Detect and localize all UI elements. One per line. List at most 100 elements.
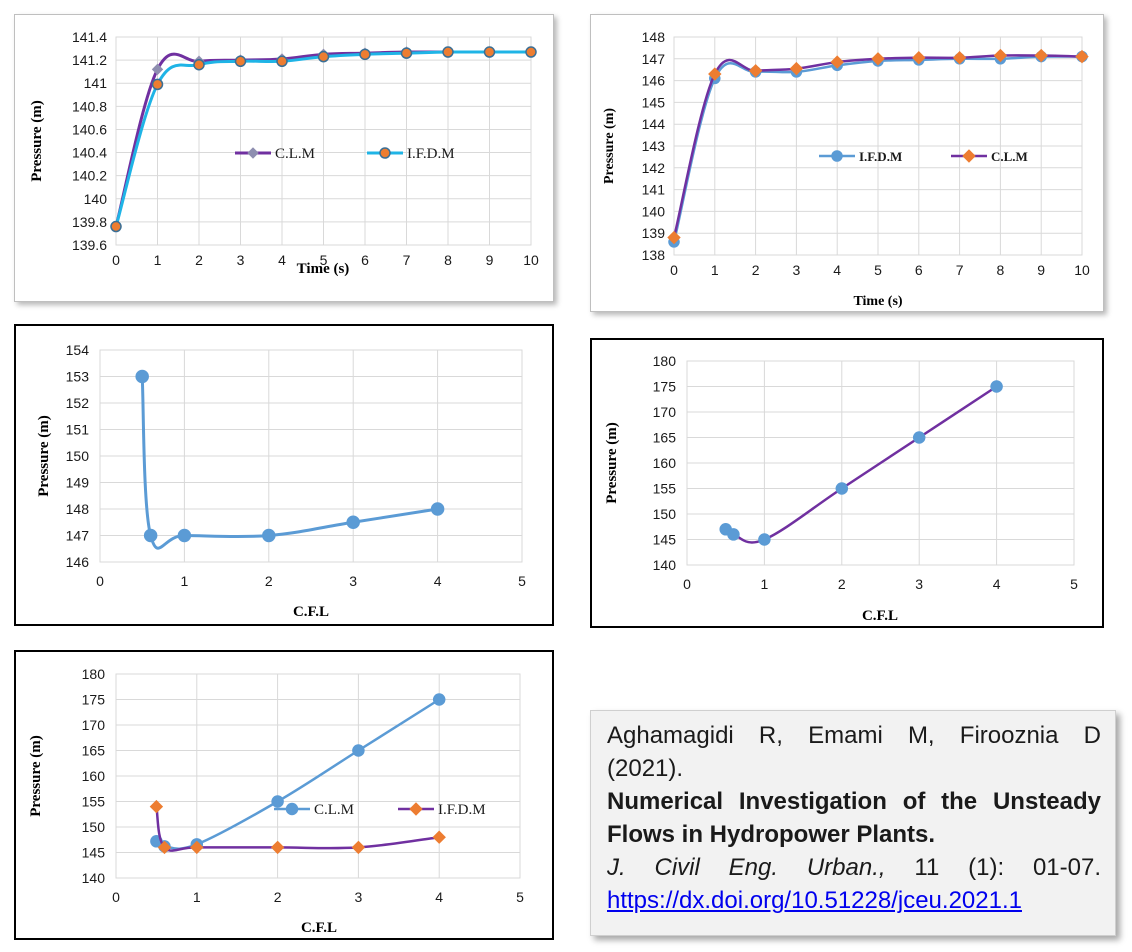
data-point bbox=[193, 58, 205, 71]
y-tick-label: 147 bbox=[642, 51, 666, 67]
series-line-data bbox=[724, 385, 998, 544]
chart-panel-2: 138 139 140 141 142 143 144 145 146 147 148 0 1 2 3 4 5 6… bbox=[590, 14, 1104, 312]
y-tick-label: 165 bbox=[653, 430, 677, 446]
y-tick-label: 149 bbox=[66, 475, 90, 491]
chart-4-plot: 140 145 150 155 160 165 170 175 180 0 1 2 3 4 5 C.F.L Pr… bbox=[604, 353, 1078, 624]
legend-label: C.L.M bbox=[275, 146, 315, 162]
data-point bbox=[789, 61, 804, 76]
data-point bbox=[430, 502, 445, 516]
legend-marker bbox=[831, 150, 843, 162]
x-tick-label: 0 bbox=[670, 262, 678, 278]
x-axis-label: C.F.L bbox=[862, 608, 898, 624]
y-tick-label: 154 bbox=[66, 342, 90, 358]
y-tick-label: 160 bbox=[653, 455, 677, 471]
y-tick-label: 141.2 bbox=[72, 52, 107, 68]
x-tick-label: 3 bbox=[237, 252, 245, 268]
y-tick-label: 146 bbox=[66, 554, 90, 570]
data-point bbox=[270, 840, 285, 855]
data-point bbox=[912, 431, 926, 444]
data-point bbox=[727, 528, 740, 541]
y-tick-label: 155 bbox=[653, 481, 677, 497]
citation-volume: 11 (1): 01-07. bbox=[914, 854, 1101, 881]
x-tick-label: 7 bbox=[956, 262, 964, 278]
x-tick-label: 4 bbox=[434, 573, 442, 589]
y-tick-label: 140 bbox=[642, 203, 666, 219]
y-tick-label: 151 bbox=[66, 422, 90, 438]
data-point bbox=[271, 795, 284, 808]
y-axis-label: Pressure (m) bbox=[29, 100, 45, 182]
x-tick-label: 3 bbox=[355, 889, 363, 905]
chart-3-svg: 146 147 148 149 150 151 152 153 154 0 1 2 3 4 5 C.F.L Pr… bbox=[36, 342, 526, 620]
x-tick-label: 5 bbox=[1070, 576, 1078, 592]
data-point bbox=[708, 67, 722, 81]
data-point bbox=[748, 64, 763, 78]
x-tick-label: 1 bbox=[711, 262, 719, 278]
x-tick-label: 8 bbox=[444, 252, 452, 268]
data-point bbox=[262, 528, 276, 543]
x-axis-label: C.F.L bbox=[301, 920, 337, 936]
legend-label: I.F.D.M bbox=[438, 802, 486, 818]
x-tick-label: 3 bbox=[349, 573, 357, 589]
citation-title-line-2: Flows in Hydropower Plants. bbox=[607, 821, 936, 848]
y-tick-label: 150 bbox=[653, 506, 677, 522]
legend-marker bbox=[409, 802, 423, 816]
y-tick-label: 153 bbox=[66, 369, 90, 385]
y-tick-label: 140 bbox=[84, 191, 108, 207]
x-tick-label: 1 bbox=[761, 576, 769, 592]
data-point bbox=[830, 55, 844, 69]
y-tick-label: 140.4 bbox=[72, 145, 107, 161]
y-tick-label: 175 bbox=[653, 379, 677, 395]
x-axis-label: C.F.L bbox=[293, 604, 329, 620]
y-tick-label: 150 bbox=[66, 448, 90, 464]
x-tick-label: 3 bbox=[915, 576, 923, 592]
citation-doi-link[interactable]: https://dx.doi.org/10.51228/jceu.2021.1 bbox=[607, 887, 1022, 914]
y-tick-label: 141 bbox=[84, 75, 108, 91]
y-tick-label: 170 bbox=[653, 404, 677, 420]
chart-1-plot: 139.6139.8140140.2140.4140.6140.8141141.… bbox=[29, 29, 539, 277]
data-point bbox=[359, 48, 371, 61]
citation-title-line-1: Numerical Investigation of the Unsteady bbox=[607, 788, 1101, 815]
legend-marker bbox=[285, 802, 299, 816]
y-tick-label: 142 bbox=[642, 160, 666, 176]
y-tick-label: 147 bbox=[66, 528, 90, 544]
chart-1-svg: 139.6139.8140140.2140.4140.6140.8141141.… bbox=[29, 29, 539, 277]
y-axis-label: Pressure (m) bbox=[602, 108, 617, 184]
x-tick-label: 0 bbox=[96, 573, 104, 589]
x-tick-label: 1 bbox=[181, 573, 189, 589]
y-tick-label: 141 bbox=[642, 182, 666, 198]
data-point bbox=[432, 693, 446, 706]
x-tick-label: 5 bbox=[320, 252, 328, 268]
data-point bbox=[990, 380, 1003, 393]
data-point bbox=[352, 744, 365, 757]
x-tick-label: 6 bbox=[915, 262, 923, 278]
data-point bbox=[432, 830, 446, 844]
legend-label: C.L.M bbox=[991, 149, 1028, 164]
x-tick-label: 2 bbox=[274, 889, 282, 905]
data-point bbox=[177, 528, 192, 543]
y-tick-label: 140.2 bbox=[72, 168, 107, 184]
y-tick-label: 170 bbox=[82, 717, 106, 733]
x-tick-label: 0 bbox=[683, 576, 691, 592]
y-tick-label: 138 bbox=[642, 247, 666, 263]
x-tick-label: 2 bbox=[838, 576, 846, 592]
y-tick-label: 155 bbox=[82, 794, 106, 810]
series-line-data bbox=[140, 376, 438, 550]
y-tick-label: 145 bbox=[642, 94, 666, 110]
citation-journal: J. Civil Eng. Urban., bbox=[607, 854, 886, 881]
x-tick-label: 9 bbox=[486, 252, 494, 268]
y-tick-label: 139.8 bbox=[72, 214, 107, 230]
chart-2-svg: 138 139 140 141 142 143 144 145 146 147 148 0 1 2 3 4 5 6… bbox=[602, 29, 1090, 309]
data-point bbox=[135, 369, 149, 384]
chart-panel-1: 139.6 139.8 140 140.2 140.4 140.6 140.8 141 141.… bbox=[14, 14, 554, 302]
chart-5-svg: 140 145 150 155 160 165 170 175 180 0 1 2 3 4 5 C.F.L Pr… bbox=[28, 666, 524, 936]
x-tick-label: 10 bbox=[523, 252, 539, 268]
y-tick-label: 145 bbox=[653, 532, 677, 548]
x-tick-label: 6 bbox=[361, 252, 369, 268]
chart-2-plot: 138 139 140 141 142 143 144 145 146 147 148 0 1 2 3 4 5 6… bbox=[602, 29, 1090, 309]
x-tick-label: 3 bbox=[793, 262, 801, 278]
y-tick-label: 145 bbox=[82, 845, 106, 861]
x-tick-label: 2 bbox=[752, 262, 760, 278]
data-point bbox=[234, 55, 247, 68]
x-tick-label: 4 bbox=[278, 252, 286, 268]
chart-panel-3: 146 147 148 149 150 151 152 153 154 0 1 2 3 4 5 C.F.L Pr… bbox=[14, 324, 554, 626]
